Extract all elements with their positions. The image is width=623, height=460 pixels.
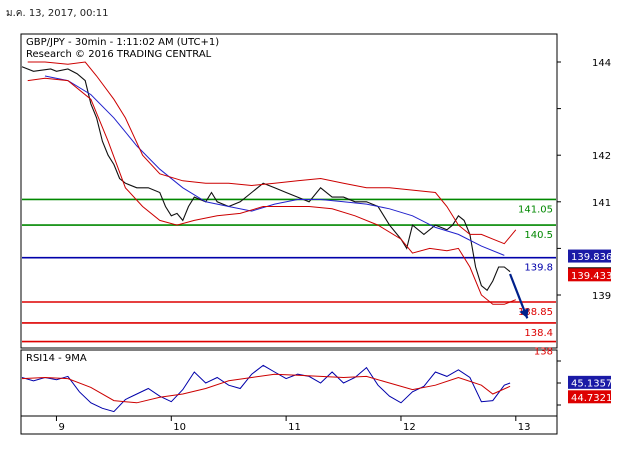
forecast-arrow-head — [519, 308, 529, 319]
rsi-panel-frame — [20, 349, 558, 417]
rsi-badge-bg-0 — [568, 375, 611, 389]
level-label-2: 139.8 — [524, 263, 553, 274]
chart-title: GBP/JPY - 30min - 1:11:02 AM (UTC+1) — [26, 37, 219, 48]
x-tick-label-4: 13 — [518, 422, 531, 433]
rsi-badge-bg-1 — [568, 390, 611, 404]
level-label-0: 141.05 — [518, 204, 553, 215]
price-panel-frame — [20, 33, 558, 349]
rsi-series-ma — [21, 373, 511, 404]
series-bollinger_lower — [27, 77, 516, 305]
price-badge-bg-0 — [568, 249, 611, 263]
series-moving_average — [44, 75, 505, 256]
chart-subtitle: Research © 2016 TRADING CENTRAL — [26, 49, 212, 60]
x-tick-label-2: 11 — [288, 422, 301, 433]
rsi-series-rsi — [21, 364, 511, 413]
x-axis-layer: 9 10 11 12 13 — [55, 416, 531, 433]
price-badge-0: 139.836 — [571, 252, 612, 263]
rsi-badge-1: 44.7321 — [571, 393, 612, 404]
x-tick-label-1: 10 — [173, 422, 186, 433]
y-tick-label-0: 139 — [592, 291, 611, 302]
series-bollinger_upper — [27, 61, 517, 245]
rsi-badge-0: 45.1357 — [571, 378, 612, 389]
level-label-1: 140.5 — [524, 230, 553, 241]
level-label-3: 138.85 — [518, 307, 553, 318]
price-chart-layer: 141.05 140.5 139.8 138.85 138.4 138 139 141 142 1… — [21, 58, 612, 358]
y-tick-label-2: 141 — [592, 198, 611, 209]
x-axis-strip — [20, 415, 558, 435]
price-badge-2: 139.433 — [571, 271, 612, 282]
price-badge-bg-2 — [568, 268, 611, 282]
x-tick-label-3: 12 — [403, 422, 416, 433]
y-tick-label-3: 142 — [592, 151, 611, 162]
rsi-title: RSI14 - 9MA — [26, 353, 87, 364]
level-label-5: 138 — [534, 347, 553, 358]
y-tick-label-5: 144 — [592, 58, 611, 69]
timestamp: ม.ค. 13, 2017, 00:11 — [6, 8, 109, 19]
level-label-4: 138.4 — [524, 328, 553, 339]
x-tick-label-0: 9 — [58, 422, 64, 433]
rsi-chart-layer: 45.1357 44.7321 — [21, 360, 612, 413]
